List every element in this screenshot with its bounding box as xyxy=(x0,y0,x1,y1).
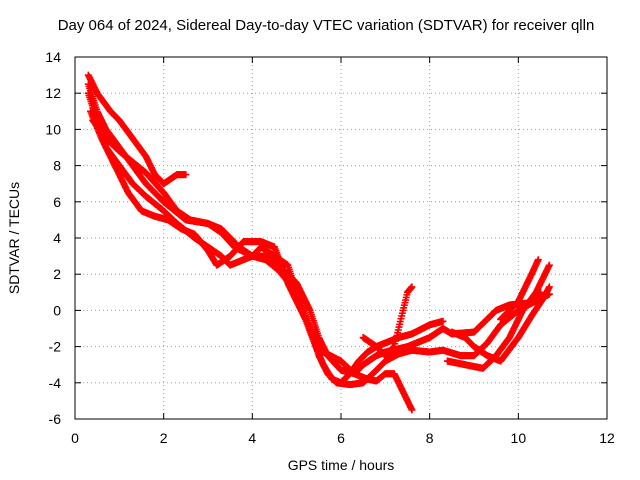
data-point xyxy=(182,171,190,179)
series-track-6 xyxy=(359,283,416,360)
y-tick-label: 10 xyxy=(45,121,61,137)
axis-ticks xyxy=(74,56,608,420)
y-tick-label: 2 xyxy=(53,266,61,282)
x-tick-label: 6 xyxy=(337,430,345,446)
y-axis-title: SDTVAR / TECUs xyxy=(6,182,22,294)
data-point xyxy=(545,261,553,269)
y-tick-label: -6 xyxy=(49,411,62,427)
x-tick-label: 12 xyxy=(599,430,615,446)
x-tick-labels: 0 2 4 6 8 10 12 xyxy=(71,430,615,446)
data-point xyxy=(408,283,416,291)
series-track-5 xyxy=(89,116,416,414)
chart-title: Day 064 of 2024, Sidereal Day-to-day VTE… xyxy=(58,17,595,34)
series-track-9 xyxy=(497,256,542,323)
y-tick-label: 6 xyxy=(53,194,61,210)
x-tick-label: 10 xyxy=(511,430,527,446)
data-point xyxy=(408,406,416,414)
y-tick-labels: -6 -4 -2 0 2 4 6 8 10 12 14 xyxy=(45,49,61,427)
x-tick-label: 2 xyxy=(160,430,168,446)
series-track-8 xyxy=(443,261,553,372)
data-point xyxy=(534,256,542,264)
y-tick-label: -2 xyxy=(49,339,62,355)
y-tick-label: 8 xyxy=(53,158,61,174)
y-tick-label: 12 xyxy=(45,85,61,101)
x-axis-title: GPS time / hours xyxy=(288,457,395,473)
x-tick-label: 8 xyxy=(426,430,434,446)
y-tick-label: -4 xyxy=(49,375,62,391)
data-point xyxy=(545,283,553,291)
y-tick-label: 4 xyxy=(53,230,61,246)
series-track-7 xyxy=(448,283,553,365)
y-tick-label: 0 xyxy=(53,302,61,318)
y-tick-label: 14 xyxy=(45,49,61,65)
x-tick-label: 0 xyxy=(71,430,79,446)
data-point xyxy=(439,317,447,325)
plot-marks xyxy=(84,71,553,414)
x-tick-label: 4 xyxy=(248,430,256,446)
series-track-1 xyxy=(84,71,190,188)
